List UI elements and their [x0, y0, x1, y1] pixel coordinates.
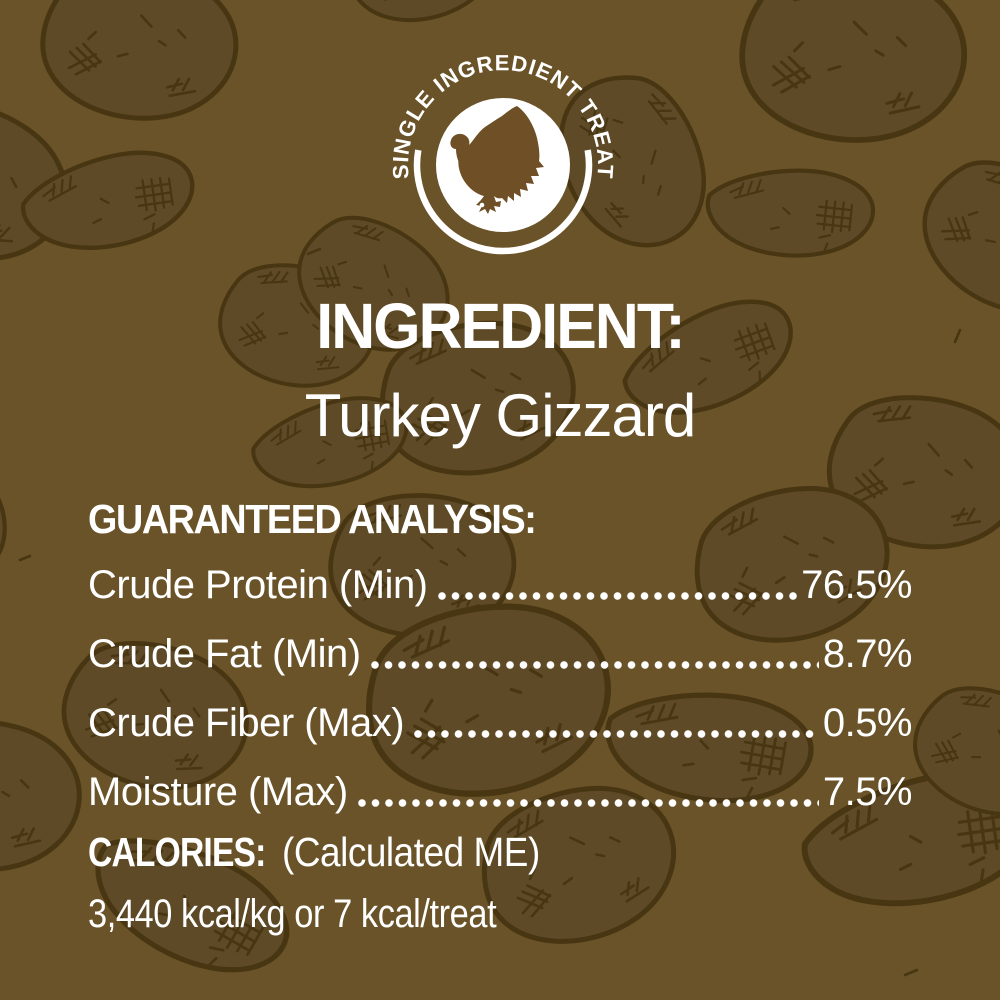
row-label: Crude Protein (Min)	[88, 563, 428, 607]
row-value: 8.7%	[822, 632, 913, 676]
ingredient-heading: INGREDIENT:	[316, 290, 685, 362]
analysis-row-crude-protein: Crude Protein (Min) 76.5%	[88, 561, 912, 609]
row-value: 7.5%	[822, 770, 913, 814]
guaranteed-analysis-heading: GUARANTEED ANALYSIS:	[88, 496, 537, 542]
calories-line: CALORIES: (Calculated ME)	[88, 828, 568, 877]
dot-leader	[370, 661, 819, 669]
analysis-row-crude-fat: Crude Fat (Min) 8.7%	[88, 630, 913, 678]
turkey-icon	[450, 106, 544, 214]
dot-leader	[437, 592, 798, 600]
calories-value: 3,440 kcal/kg or 7 kcal/treat	[88, 892, 497, 936]
analysis-row-crude-fiber: Crude Fiber (Max) 0.5%	[88, 699, 913, 747]
row-label: Crude Fiber (Max)	[88, 701, 405, 745]
analysis-row-moisture: Moisture (Max) 7.5%	[88, 768, 913, 816]
single-ingredient-badge: SINGLE INGREDIENT TREAT	[388, 50, 618, 280]
row-value: 76.5%	[801, 563, 912, 607]
row-value: 0.5%	[822, 701, 913, 745]
row-label: Moisture (Max)	[88, 770, 348, 814]
calories-label: CALORIES:	[88, 829, 266, 875]
dot-leader	[357, 799, 819, 807]
ingredient-value: Turkey Gizzard	[304, 382, 697, 449]
dot-leader	[414, 730, 819, 738]
badge-ring	[413, 149, 593, 255]
calories-note: (Calculated ME)	[281, 829, 540, 875]
row-label: Crude Fat (Min)	[88, 632, 361, 676]
